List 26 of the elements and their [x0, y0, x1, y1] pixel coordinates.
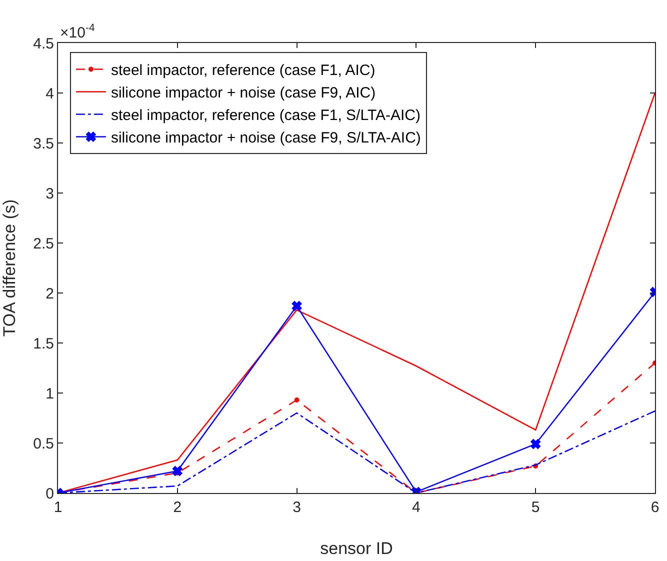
- x-tick-label: 4: [412, 499, 420, 516]
- y-tick-label: 0: [46, 485, 54, 502]
- legend-label: silicone impactor + noise (case F9, S/LTA-AIC): [110, 130, 421, 147]
- x-tick-label: 3: [292, 499, 301, 516]
- y-tick-label: 1.5: [33, 335, 54, 352]
- legend-label: steel impactor, reference (case F1, AIC): [110, 62, 376, 80]
- y-axis-title: TOA difference (s): [0, 199, 19, 337]
- text: ×10$^{-4}$: [60, 22, 95, 42]
- x-tick-label: 6: [650, 499, 660, 516]
- y-tick-label: 3: [46, 185, 54, 202]
- y-tick-label: 1: [46, 385, 54, 402]
- y-tick-label: 3.5: [33, 135, 54, 152]
- x-axis-title: sensor ID: [320, 539, 393, 558]
- point: [172, 466, 182, 476]
- point: [294, 398, 300, 402]
- x-tick-label: 2: [173, 499, 182, 516]
- legend-label: steel impactor, reference (case F1, S/LTA-AIC): [110, 107, 421, 124]
- x-tick-label: 5: [531, 499, 540, 516]
- y-tick-label: 2: [46, 285, 54, 302]
- point: [292, 300, 302, 312]
- y-tick-label: 0.5: [33, 435, 54, 452]
- y-tick-label: 4: [46, 85, 54, 102]
- legend-label: silicone impactor + noise (case F9, AIC): [110, 84, 376, 102]
- y-tick-label: 4.5: [33, 35, 54, 52]
- y-tick-label: 2.5: [33, 235, 54, 252]
- point: [530, 438, 541, 450]
